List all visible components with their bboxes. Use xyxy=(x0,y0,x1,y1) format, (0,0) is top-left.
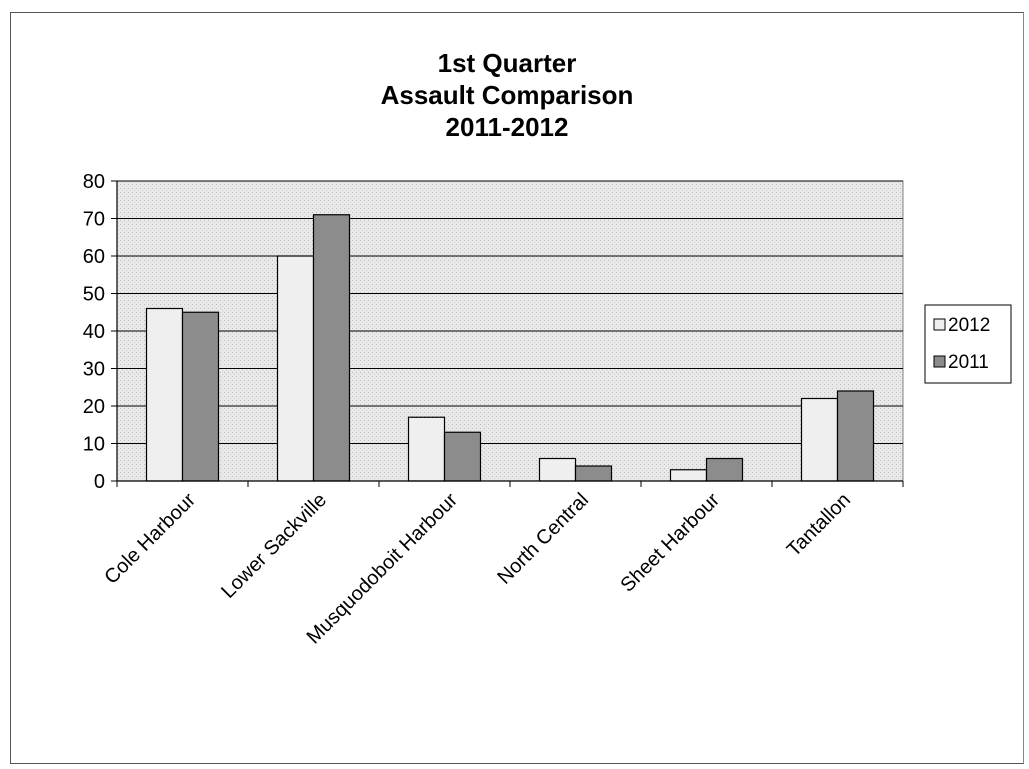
gridlines xyxy=(117,180,903,444)
chart-title-line-1: 1st Quarter xyxy=(438,48,577,78)
legend-label-2011: 2011 xyxy=(948,352,989,373)
y-tick-label: 80 xyxy=(83,171,105,193)
bar-2011-lower-sackville xyxy=(312,214,351,482)
chart-title-line-2: Assault Comparison xyxy=(381,80,634,110)
category-label: Lower Sackville xyxy=(217,489,331,603)
y-tick-label: 50 xyxy=(83,284,105,306)
category-label: Tantallon xyxy=(783,489,855,561)
bar-2011-north-central xyxy=(574,465,613,482)
y-tick-label: 60 xyxy=(83,246,105,268)
bar-2011-cole-harbour xyxy=(181,311,220,482)
legend: 2012 2011 xyxy=(924,304,1012,384)
y-tick-label: 70 xyxy=(83,209,105,231)
bar-2012-north-central xyxy=(538,457,577,482)
bar-2012-musquodoboit-harbour xyxy=(407,416,446,482)
bar-2011-sheet-harbour xyxy=(705,457,744,482)
y-tick-label: 40 xyxy=(83,321,105,343)
category-label: Cole Harbour xyxy=(100,489,200,589)
legend-label-2012: 2012 xyxy=(948,315,990,336)
y-tick-label: 20 xyxy=(83,396,105,418)
bar-2011-tantallon xyxy=(836,390,875,482)
legend-box xyxy=(924,304,1012,384)
bar-2011-musquodoboit-harbour xyxy=(443,431,482,482)
bar-2012-tantallon xyxy=(800,397,839,482)
bar-2012-cole-harbour xyxy=(145,307,184,482)
axes xyxy=(111,180,904,487)
y-tick-label: 30 xyxy=(83,359,105,381)
chart-title-line-3: 2011-2012 xyxy=(446,112,569,142)
legend-swatch-2012 xyxy=(933,318,946,331)
bar-2012-sheet-harbour xyxy=(669,469,708,482)
y-tick-label: 10 xyxy=(83,434,105,456)
legend-swatch-2011 xyxy=(933,355,946,368)
category-label: Musquodoboit Harbour xyxy=(303,489,463,649)
y-axis-ticks: 0 10 20 30 40 50 60 70 80 xyxy=(83,171,105,493)
category-label: North Central xyxy=(493,489,593,589)
bar-2012-lower-sackville xyxy=(276,255,315,482)
category-label: Sheet Harbour xyxy=(617,489,725,597)
bars xyxy=(145,214,875,482)
y-tick-label: 0 xyxy=(94,471,105,493)
category-labels: Cole Harbour Lower SackvilleMusquodoboit … xyxy=(100,489,855,649)
